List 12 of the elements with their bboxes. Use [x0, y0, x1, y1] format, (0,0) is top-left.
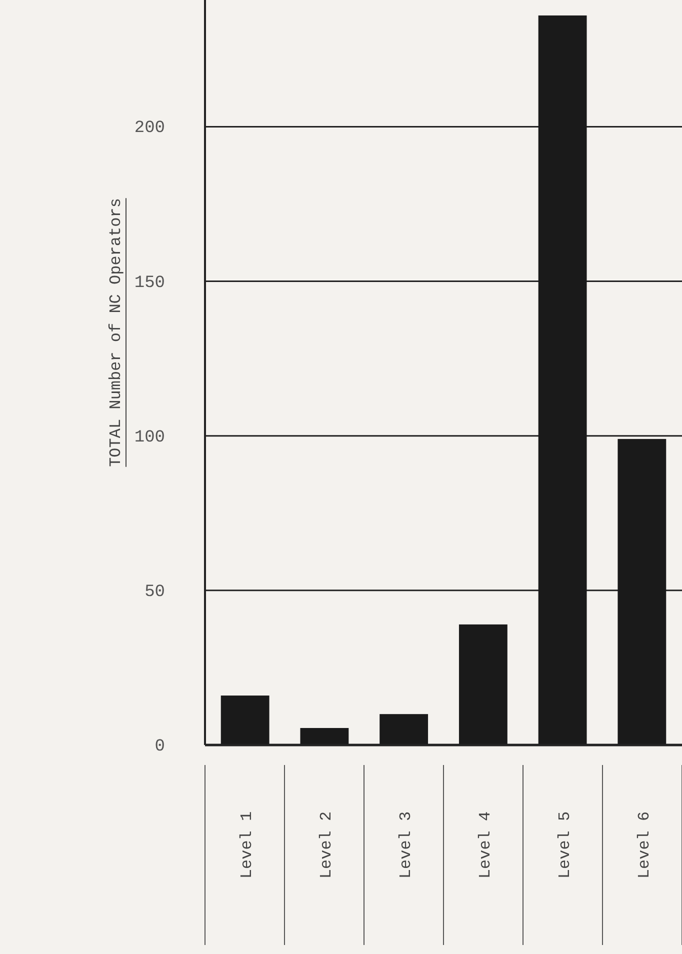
- y-tick-label: 150: [134, 274, 165, 293]
- y-tick-label: 0: [154, 737, 165, 756]
- y-tick-label: 50: [144, 582, 165, 602]
- x-tick-label: Level 3: [396, 811, 415, 879]
- x-tick-label: Level 6: [635, 811, 654, 879]
- x-tick-label: Level 4: [476, 811, 494, 879]
- x-tick-label: Level 2: [317, 811, 336, 879]
- y-tick-label: 200: [134, 119, 165, 138]
- x-tick-label: Level 1: [238, 811, 256, 879]
- y-axis-title: TOTAL Number of NC Operators: [107, 198, 125, 467]
- y-tick-label: 100: [134, 428, 165, 448]
- x-tick-label: Level 5: [556, 811, 574, 879]
